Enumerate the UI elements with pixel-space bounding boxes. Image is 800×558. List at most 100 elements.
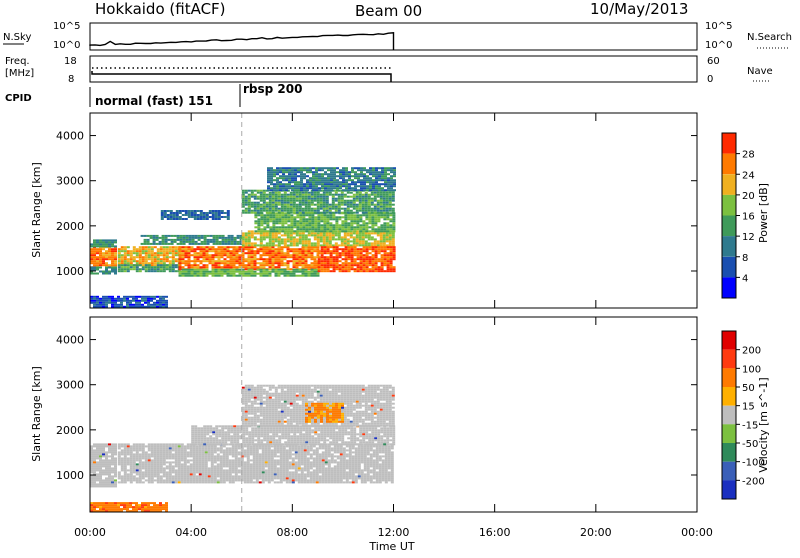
power-cell-region-13 [173, 218, 176, 220]
power-cell-region-5 [156, 243, 159, 245]
power-cell-region-11 [257, 208, 260, 210]
power-cell-region-11 [389, 204, 392, 206]
power-cell-region-8 [371, 232, 374, 234]
velocity-cell-region-1 [226, 461, 229, 463]
power-cell-region-10 [320, 218, 323, 220]
velocity-cell-region-1 [301, 467, 304, 469]
power-cell-region-14 [132, 300, 135, 302]
power-cell-region-11 [335, 208, 338, 210]
velocity-cell-region-1 [322, 447, 325, 449]
power-cell-region-14 [105, 296, 108, 298]
power-cell-region-8 [254, 232, 257, 234]
power-cell-region-8 [380, 238, 383, 240]
power-cell-region-10 [272, 218, 275, 220]
velocity-cell-region-1 [118, 481, 121, 483]
power-cell-region-3 [169, 248, 172, 250]
velocity-cell-region-1 [289, 451, 292, 453]
power-cell-region-2 [105, 241, 108, 243]
power-cell-region-0 [99, 264, 102, 266]
range-tick-label: 1000 [56, 265, 84, 278]
noise-right-label: N.Search [747, 32, 792, 43]
power-cell-region-12 [372, 183, 375, 185]
velocity-cell-region-1 [202, 453, 205, 455]
power-cell-region-10 [305, 228, 308, 230]
power-cell-region-3 [163, 254, 166, 256]
power-cell-region-10 [356, 224, 359, 226]
power-cell-region-11 [380, 204, 383, 206]
velocity-cell-region-1 [277, 469, 280, 471]
velocity-cell-region-1 [175, 473, 178, 475]
power-cell-region-8 [248, 234, 251, 236]
velocity-cell-region-1 [307, 479, 310, 481]
power-cell-region-6 [194, 254, 197, 256]
power-cell-region-7 [227, 273, 230, 275]
power-cell-region-11 [377, 212, 380, 214]
power-cell-region-10 [347, 228, 350, 230]
power-cell-region-9 [381, 262, 384, 264]
power-cell-region-11 [305, 202, 308, 204]
power-cell-region-8 [338, 234, 341, 236]
freq-right-tick-top: 60 [707, 56, 720, 67]
power-cell-region-12 [270, 169, 273, 171]
power-cell-region-10 [287, 226, 290, 228]
power-cell-region-5 [144, 235, 147, 237]
power-cell-region-11 [278, 194, 281, 196]
power-cell-region-6 [290, 260, 293, 262]
velocity-cell-region-1 [220, 445, 223, 447]
velocity-cell-region-1 [202, 475, 205, 477]
power-cell-region-7 [314, 273, 317, 275]
power-cell-region-10 [317, 224, 320, 226]
power-cell-region-11 [383, 198, 386, 200]
velocity-cell-region-0 [99, 467, 102, 469]
power-cell-region-14 [147, 304, 150, 306]
power-cell-region-10 [335, 220, 338, 222]
velocity-cell-region-1 [319, 477, 322, 479]
velocity-cell-region-1 [184, 447, 187, 449]
power-cell-region-3 [133, 256, 136, 258]
power-cell-region-10 [335, 228, 338, 230]
power-cell-region-10 [260, 228, 263, 230]
power-cell-region-6 [275, 260, 278, 262]
power-cell-region-10 [260, 230, 263, 232]
power-cell-region-8 [350, 234, 353, 236]
velocity-cell-region-1 [190, 445, 193, 447]
power-cell-region-7 [293, 273, 296, 275]
velocity-cell-region-1 [151, 463, 154, 465]
power-cell-region-8 [353, 232, 356, 234]
velocity-cell-region-1 [313, 477, 316, 479]
velocity-cell-region-1 [193, 459, 196, 461]
power-cell-region-11 [251, 212, 254, 214]
velocity-cell-region-1 [181, 473, 184, 475]
power-cell-region-10 [281, 230, 284, 232]
power-cell-region-11 [359, 202, 362, 204]
power-cell-region-6 [302, 254, 305, 256]
power-cell-region-7 [185, 269, 188, 271]
power-cell-region-5 [237, 243, 240, 245]
velocity-cell-region-1 [211, 477, 214, 479]
power-cell-region-11 [275, 196, 278, 198]
power-cell-region-14 [147, 302, 150, 304]
velocity-cell-region-1 [124, 473, 127, 475]
power-cell-region-13 [212, 218, 215, 220]
velocity-cell-region-1 [274, 469, 277, 471]
power-cell-region-3 [166, 248, 169, 250]
velocity-cell-region-1 [271, 453, 274, 455]
power-cell-region-12 [294, 185, 297, 187]
power-cell-region-7 [299, 269, 302, 271]
power-cell-region-4 [136, 268, 139, 270]
power-cell-region-12 [378, 185, 381, 187]
velocity-cell-region-1 [304, 453, 307, 455]
power-cell-region-1 [96, 269, 99, 271]
power-cell-region-9 [393, 268, 396, 270]
power-cell-region-9 [327, 256, 330, 258]
power-cell-region-6 [191, 264, 194, 266]
velocity-cell-region-1 [154, 479, 157, 481]
power-cell-region-6 [263, 252, 266, 254]
velocity-cell-region-1 [121, 459, 124, 461]
velocity-cell-region-1 [220, 467, 223, 469]
velocity-cell-region-1 [247, 449, 250, 451]
power-cell-region-3 [124, 248, 127, 250]
power-cell-region-8 [275, 236, 278, 238]
power-cell-region-8 [320, 238, 323, 240]
power-cell-region-9 [354, 258, 357, 260]
